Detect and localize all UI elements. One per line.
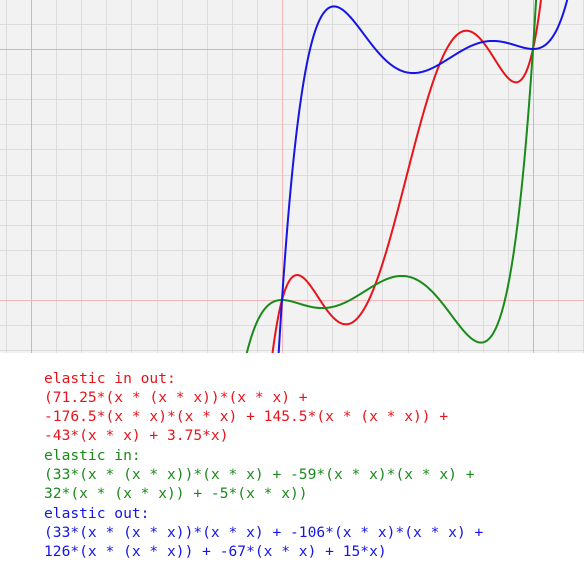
formula-line: (33*(x * (x * x))*(x * x) + -106*(x * x)… <box>44 524 484 541</box>
formula-line: (71.25*(x * (x * x))*(x * x) + <box>44 389 308 406</box>
curve-elastic-out <box>277 0 569 353</box>
graph-canvas <box>0 0 584 353</box>
formula-elastic-out: elastic out: (33*(x * (x * x))*(x * x) +… <box>44 504 574 561</box>
graph-plot-area <box>0 0 584 353</box>
formula-title: elastic out: <box>44 505 150 522</box>
formula-title: elastic in out: <box>44 370 176 387</box>
axis-layer <box>0 0 584 353</box>
formula-line: -176.5*(x * x)*(x * x) + 145.5*(x * (x *… <box>44 408 449 425</box>
formula-line: 32*(x * (x * x)) + -5*(x * x)) <box>44 485 308 502</box>
formula-elastic-in: elastic in: (33*(x * (x * x))*(x * x) + … <box>44 446 574 503</box>
curve-layer <box>245 0 569 353</box>
formula-title: elastic in: <box>44 447 141 464</box>
formula-line: 126*(x * (x * x)) + -67*(x * x) + 15*x) <box>44 543 387 560</box>
formula-legend: elastic in out: (71.25*(x * (x * x))*(x … <box>44 369 574 562</box>
curve-elastic-in <box>245 0 538 353</box>
curve-elastic-in-out <box>271 0 542 353</box>
formula-elastic-in-out: elastic in out: (71.25*(x * (x * x))*(x … <box>44 369 574 445</box>
formula-line: -43*(x * x) + 3.75*x) <box>44 427 229 444</box>
formula-line: (33*(x * (x * x))*(x * x) + -59*(x * x)*… <box>44 466 475 483</box>
